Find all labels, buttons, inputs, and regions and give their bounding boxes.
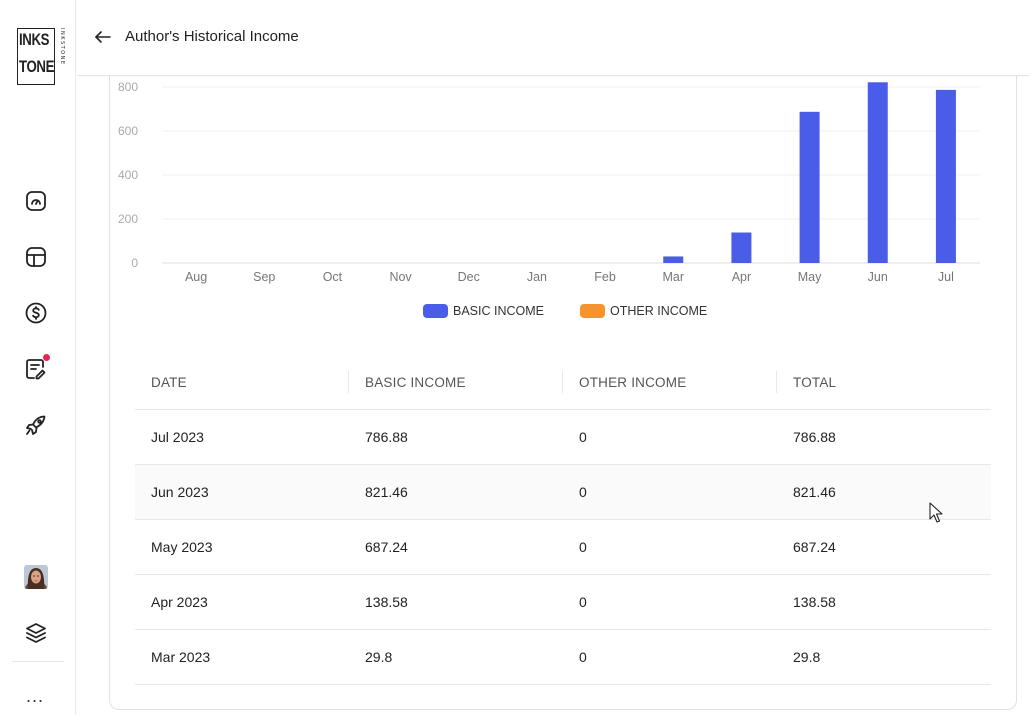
table-header: DATE BASIC INCOME OTHER INCOME TOTAL [135, 355, 991, 410]
layers-icon[interactable] [24, 621, 48, 645]
x-tick-label: Sep [253, 270, 275, 284]
x-tick-label: Jan [527, 270, 547, 284]
cell-total: 821.46 [793, 484, 836, 500]
mouse-cursor-icon [929, 502, 943, 523]
x-tick-label: Feb [594, 270, 616, 284]
x-tick-label: Dec [458, 270, 480, 284]
income-bar-chart: 0 200 400 600 800 Aug Sep Oct Nov Dec Jan Feb Mar Apr… [118, 80, 980, 284]
page-title: Author's Historical Income [125, 28, 299, 45]
logo-line-1: INKS [19, 30, 50, 49]
edit-notes-icon[interactable] [24, 357, 48, 381]
column-header-total[interactable]: TOTAL [793, 375, 837, 390]
bar-basic-income[interactable] [731, 232, 752, 263]
cell-other-income: 0 [579, 594, 587, 610]
page-header: Author's Historical Income [77, 0, 1029, 76]
table-row[interactable]: Jun 2023 821.46 0 821.46 [135, 465, 991, 520]
column-header-date[interactable]: DATE [151, 375, 187, 390]
cell-basic-income: 29.8 [365, 649, 393, 665]
legend-other-income[interactable]: OTHER INCOME [580, 303, 707, 319]
column-header-other-income[interactable]: OTHER INCOME [579, 375, 687, 390]
y-tick-label: 600 [118, 124, 138, 138]
table-row[interactable]: Apr 2023 138.58 0 138.58 [135, 575, 991, 630]
cell-date: Mar 2023 [151, 649, 211, 665]
sidebar-divider [12, 661, 64, 662]
cell-basic-income: 138.58 [365, 594, 408, 610]
inkstone-logo[interactable]: INKS TONE INKSTONE [17, 28, 65, 86]
cell-basic-income: 821.46 [365, 484, 408, 500]
cell-total: 786.88 [793, 429, 836, 445]
cell-date: Jul 2023 [151, 429, 204, 445]
table-row[interactable]: Jul 2023 786.88 0 786.88 [135, 410, 991, 465]
logo-side-text: INKSTONE [59, 28, 65, 66]
table-row[interactable]: Mar 2023 29.8 0 29.8 [135, 630, 991, 685]
cell-total: 138.58 [793, 594, 836, 610]
column-separator [776, 371, 777, 393]
avatar[interactable] [24, 565, 48, 589]
table-row[interactable]: May 2023 687.24 0 687.24 [135, 520, 991, 575]
legend-label-other: OTHER INCOME [610, 304, 708, 318]
income-card [109, 60, 1017, 710]
x-tick-label: May [798, 270, 822, 284]
sidebar: INKS TONE INKSTONE [0, 0, 76, 715]
y-tick-label: 400 [118, 168, 138, 182]
column-separator [562, 371, 563, 393]
cell-date: May 2023 [151, 539, 213, 555]
legend-swatch-basic [423, 304, 448, 318]
income-table: DATE BASIC INCOME OTHER INCOME TOTAL Jul… [135, 355, 991, 685]
bar-basic-income[interactable] [867, 82, 888, 263]
x-tick-label: Nov [389, 270, 412, 284]
legend-label-basic: BASIC INCOME [453, 304, 544, 318]
cell-other-income: 0 [579, 649, 587, 665]
bar-basic-income[interactable] [663, 256, 684, 263]
dashboard-icon[interactable] [24, 189, 48, 213]
y-tick-label: 200 [118, 212, 138, 226]
logo-frame [17, 28, 55, 85]
column-separator [348, 371, 349, 393]
column-header-basic-income[interactable]: BASIC INCOME [365, 375, 466, 390]
layout-icon[interactable] [24, 245, 48, 269]
cell-basic-income: 786.88 [365, 429, 408, 445]
x-tick-label: Jun [868, 270, 888, 284]
cell-total: 29.8 [793, 649, 821, 665]
cell-other-income: 0 [579, 429, 587, 445]
more-icon[interactable]: ... [26, 686, 45, 706]
back-arrow-icon[interactable] [94, 28, 112, 46]
bar-basic-income[interactable] [799, 111, 820, 263]
y-tick-label: 800 [118, 80, 138, 94]
bar-basic-income[interactable] [935, 89, 956, 263]
legend-swatch-other [580, 304, 605, 318]
logo-line-2: TONE [19, 57, 55, 76]
cell-basic-income: 687.24 [365, 539, 408, 555]
cell-other-income: 0 [579, 484, 587, 500]
cell-date: Jun 2023 [151, 484, 209, 500]
cell-date: Apr 2023 [151, 594, 208, 610]
x-tick-label: Oct [323, 270, 343, 284]
x-tick-label: Jul [938, 270, 954, 284]
cell-other-income: 0 [579, 539, 587, 555]
cell-total: 687.24 [793, 539, 836, 555]
x-tick-label: Mar [662, 270, 684, 284]
y-tick-label: 0 [131, 256, 138, 270]
x-tick-label: Apr [732, 270, 751, 284]
x-tick-label: Aug [185, 270, 207, 284]
legend-basic-income[interactable]: BASIC INCOME [423, 303, 544, 319]
dollar-icon[interactable] [24, 301, 48, 325]
rocket-icon[interactable] [24, 413, 48, 437]
notification-badge [43, 354, 50, 361]
